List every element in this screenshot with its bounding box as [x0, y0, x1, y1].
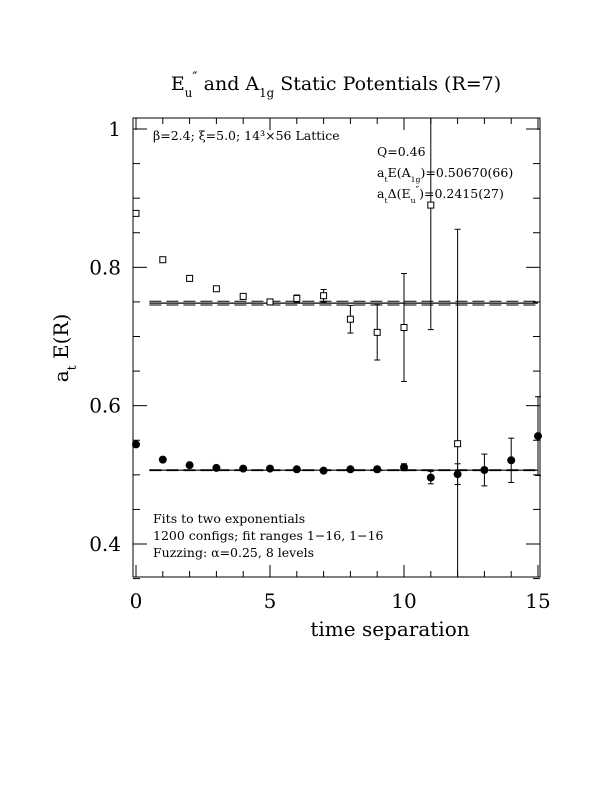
data-point-square — [212, 285, 220, 293]
annotation-fit-result: Q=0.46 — [377, 144, 426, 159]
chart-title-part: E — [171, 73, 185, 95]
data-point-circle — [400, 463, 408, 472]
chart-title: Eu″ and A1g Static Potentials (R=7) — [171, 70, 501, 100]
annotation-fit-result-part: ″ — [416, 185, 420, 196]
annotation-fit-result: atE(A1g)=0.50670(66) — [377, 165, 513, 184]
x-axis-label: time separation — [310, 617, 469, 641]
x-tick-label: 15 — [525, 589, 550, 613]
y-tick-label: 0.8 — [89, 255, 121, 279]
annotation-fit-result: atΔ(Eu″)=0.2415(27) — [377, 185, 504, 205]
annotation-fit-result-part: E(A — [388, 165, 412, 180]
y-tick-label: 0.6 — [89, 394, 121, 418]
data-point-circle — [453, 470, 462, 479]
data-point-square — [320, 292, 328, 300]
y-tick-label: 1 — [108, 117, 121, 141]
chart-title-part: 1g — [259, 86, 274, 100]
data-point-square — [159, 256, 167, 264]
annotation-fit-info: Fits to two exponentials — [153, 511, 305, 526]
data-point-square — [132, 209, 140, 217]
data-point-circle — [346, 465, 355, 474]
data-point-circle — [212, 463, 221, 472]
chart-title-part: ″ — [192, 70, 197, 86]
data-point-circle — [480, 465, 489, 474]
annotation-fit-result-part: )=0.50670(66) — [421, 165, 514, 180]
data-point-square — [454, 440, 462, 448]
annotation-fit-info: 1200 configs; fit ranges 1−16, 1−16 — [153, 528, 384, 543]
annotation-fit-result-part: a — [377, 186, 385, 201]
data-point-circle — [292, 465, 301, 474]
annotation-fit-info-part: Fits to two exponentials — [153, 511, 305, 526]
annotation-fit-result-part: t — [384, 175, 388, 184]
y-axis-label-part: E(R) — [49, 314, 73, 366]
data-point-circle — [373, 465, 382, 474]
annotation-fit-result-part: Q=0.46 — [377, 144, 426, 159]
data-point-square — [346, 315, 354, 323]
plot-frame — [132, 117, 541, 578]
data-point-circle — [239, 464, 248, 473]
annotation-fit-result-part: Δ(E — [388, 186, 411, 201]
data-point-circle — [426, 473, 435, 482]
y-axis-label-part: a — [49, 370, 73, 382]
x-tick-label: 0 — [130, 589, 143, 613]
data-point-square — [239, 292, 247, 300]
data-point-square — [266, 298, 274, 306]
annotation-fit-result-part: u — [411, 196, 416, 205]
annotation-lattice: β=2.4; ξ=5.0; 14³×56 Lattice — [153, 128, 340, 143]
data-point-square — [400, 324, 408, 332]
data-point-square — [373, 328, 381, 336]
x-tick-label: 5 — [264, 589, 277, 613]
annotation-fit-info: Fuzzing: α=0.25, 8 levels — [153, 545, 314, 560]
annotation-fit-result-part: a — [377, 165, 385, 180]
annotation-fit-result-part: t — [384, 196, 388, 205]
data-point-circle — [319, 466, 328, 475]
data-point-square — [427, 201, 435, 209]
annotation-fit-info-part: 1200 configs; fit ranges 1−16, 1−16 — [153, 528, 384, 543]
data-point-square — [186, 274, 194, 282]
chart-title-part: u — [185, 86, 193, 100]
y-tick-label: 0.4 — [89, 532, 121, 556]
x-tick-label: 10 — [391, 589, 416, 613]
data-point-circle — [534, 432, 542, 441]
data-point-circle — [266, 464, 274, 473]
data-point-circle — [507, 456, 516, 465]
annotation-lattice-part: β=2.4; ξ=5.0; 14³×56 Lattice — [153, 128, 340, 143]
y-axis-label: at E(R) — [49, 314, 79, 383]
data-point-square — [293, 294, 301, 302]
data-point-circle — [158, 455, 167, 464]
annotation-fit-result-part: )=0.2415(27) — [419, 186, 504, 201]
data-point-circle — [185, 461, 194, 470]
chart-title-part: Static Potentials (R=7) — [274, 73, 501, 95]
data-point-circle — [132, 440, 140, 449]
chart-title-part: and A — [198, 73, 260, 95]
annotation-fit-info-part: Fuzzing: α=0.25, 8 levels — [153, 545, 314, 560]
annotation-fit-result-part: 1g — [411, 175, 421, 184]
y-axis-label-part: t — [64, 365, 79, 370]
